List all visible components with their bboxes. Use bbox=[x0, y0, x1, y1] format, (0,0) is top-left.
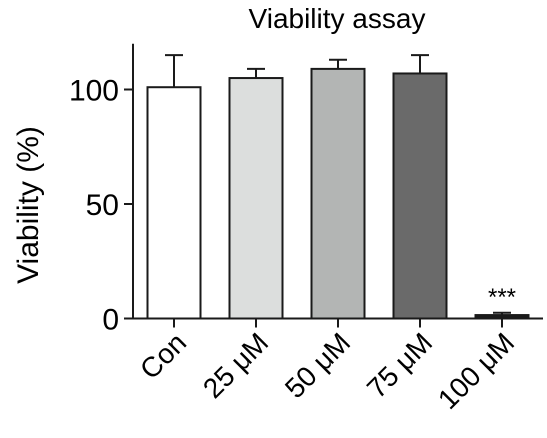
y-axis-label: Viability (%) bbox=[12, 126, 45, 284]
x-tick-label: 50 μM bbox=[279, 327, 356, 404]
bar bbox=[392, 72, 448, 320]
x-tick-label: 100 μM bbox=[432, 327, 520, 415]
x-tick-label: 25 μM bbox=[197, 327, 274, 404]
bar bbox=[310, 67, 366, 320]
bar bbox=[474, 314, 530, 320]
x-tick-label: 75 μM bbox=[361, 327, 438, 404]
y-tick-label: 50 bbox=[86, 189, 119, 222]
chart-title: Viability assay bbox=[249, 3, 426, 34]
y-tick-label: 100 bbox=[69, 75, 119, 108]
bar bbox=[146, 86, 202, 320]
y-tick-label: 0 bbox=[102, 304, 119, 337]
bar bbox=[228, 77, 284, 320]
significance-annotation: *** bbox=[488, 284, 516, 311]
x-tick-label: Con bbox=[134, 327, 192, 385]
